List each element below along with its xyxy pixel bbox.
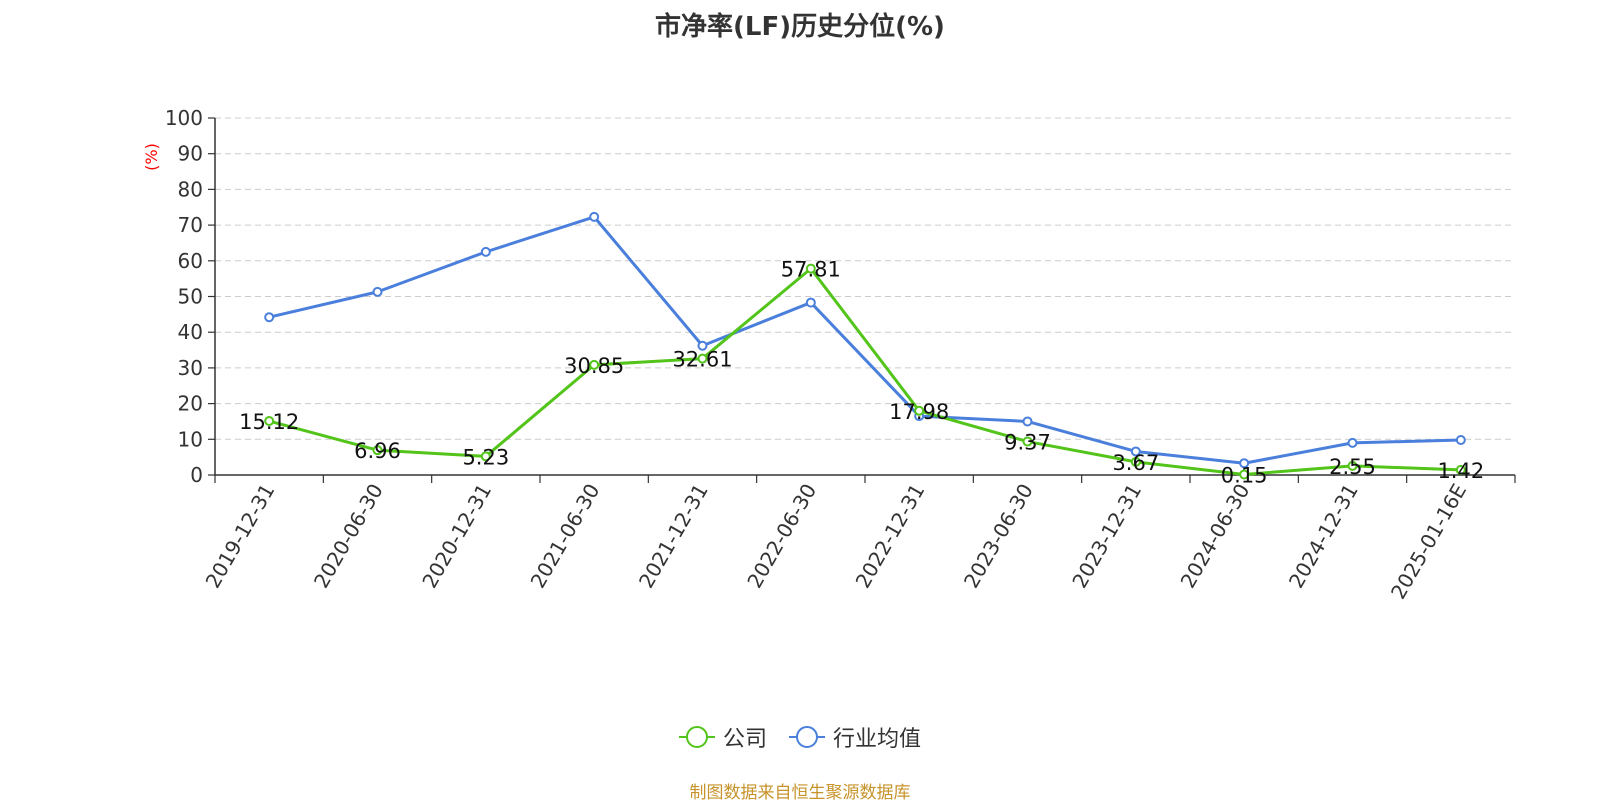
data-label: 1.42: [1437, 459, 1484, 483]
y-tick-label: 20: [178, 392, 203, 416]
data-label: 6.96: [354, 439, 401, 463]
x-tick-label: 2022-06-30: [742, 480, 821, 593]
data-label: 30.85: [564, 354, 624, 378]
x-tick-label: 2023-12-31: [1067, 480, 1146, 593]
legend-item-industry[interactable]: 行业均值: [789, 721, 921, 753]
data-labels: 15.12 6.96 5.23 30.85 32.61 57.81 17.98 9.37 3.6…: [239, 258, 1484, 488]
x-tick-label: 2025-01-16E: [1386, 480, 1471, 604]
data-point-industry: [1130, 446, 1141, 457]
data-point-company: [805, 263, 816, 274]
data-point-company: [589, 359, 600, 370]
y-tick-label: 100: [165, 106, 203, 130]
data-point-company: [1022, 436, 1033, 447]
data-point-industry: [805, 297, 816, 308]
data-point-company: [697, 353, 708, 364]
data-label: 0.15: [1221, 463, 1268, 487]
data-point-company: [1347, 460, 1358, 471]
y-axis-label: (%): [142, 143, 161, 171]
y-tick-label: 10: [178, 427, 203, 451]
data-label: 57.81: [781, 258, 841, 282]
data-point-company: [372, 445, 383, 456]
data-point-company: [480, 451, 491, 462]
data-point-company: [914, 405, 925, 416]
series-line-company: [268, 267, 1461, 476]
x-tick-label: 2019-12-31: [201, 480, 280, 593]
x-tick-label: 2020-06-30: [309, 480, 388, 593]
data-label: 17.98: [889, 400, 949, 424]
data-point-industry: [1455, 435, 1466, 446]
legend-marker-company-icon: [678, 726, 715, 748]
data-point-industry: [697, 340, 708, 351]
series-line-industry: [268, 215, 1461, 465]
x-tick-label: 2021-06-30: [526, 480, 605, 593]
data-point-industry: [1239, 458, 1250, 469]
data-point-company: [1239, 469, 1250, 480]
data-label: 9.37: [1004, 431, 1051, 455]
y-tick-label: 80: [178, 177, 203, 201]
x-tick-label: 2022-12-31: [851, 480, 930, 593]
legend-label-industry: 行业均值: [833, 727, 922, 752]
data-point-industry: [372, 286, 383, 297]
legend-item-company[interactable]: 公司: [678, 721, 767, 753]
data-label: 15.12: [239, 410, 299, 434]
y-tick-label: 40: [178, 320, 203, 344]
axes: 0 10 20 30 40 50 60 70 80 90 100 2019-12-31 2020-06-…: [165, 106, 1516, 604]
data-point-company: [264, 416, 275, 427]
data-point-company: [1455, 464, 1466, 475]
x-tick-label: 2021-12-31: [634, 480, 713, 593]
grid-lines: [215, 117, 1515, 440]
data-point-industry: [480, 246, 491, 257]
data-point-industry: [264, 312, 275, 323]
legend-marker-industry-icon: [789, 726, 825, 748]
chart-title: 市净率(LF)历史分位(%): [655, 12, 945, 42]
y-tick-label: 60: [178, 249, 203, 273]
x-tick-label: 2024-12-31: [1284, 480, 1363, 593]
data-label: 3.67: [1112, 451, 1159, 475]
y-tick-label: 50: [178, 285, 203, 309]
data-point-industry: [1022, 416, 1033, 427]
source-note: 制图数据来自恒生聚源数据库: [689, 783, 911, 803]
data-point-industry: [1347, 437, 1358, 448]
y-tick-label: 0: [190, 463, 203, 487]
data-label: 2.55: [1329, 455, 1376, 479]
x-tick-label: 2024-06-30: [1176, 480, 1255, 593]
x-tick-label: 2020-12-31: [417, 480, 496, 593]
data-point-company: [1130, 456, 1141, 467]
y-tick-label: 90: [178, 142, 203, 166]
legend: 公司 行业均值: [0, 721, 1600, 753]
x-tick-label: 2023-06-30: [959, 480, 1038, 593]
y-tick-label: 30: [178, 356, 203, 380]
legend-label-company: 公司: [722, 727, 767, 752]
data-point-industry: [589, 211, 600, 222]
data-label: 5.23: [462, 445, 509, 469]
y-tick-label: 70: [178, 213, 203, 237]
data-label: 32.61: [672, 348, 732, 372]
series: [264, 211, 1466, 480]
